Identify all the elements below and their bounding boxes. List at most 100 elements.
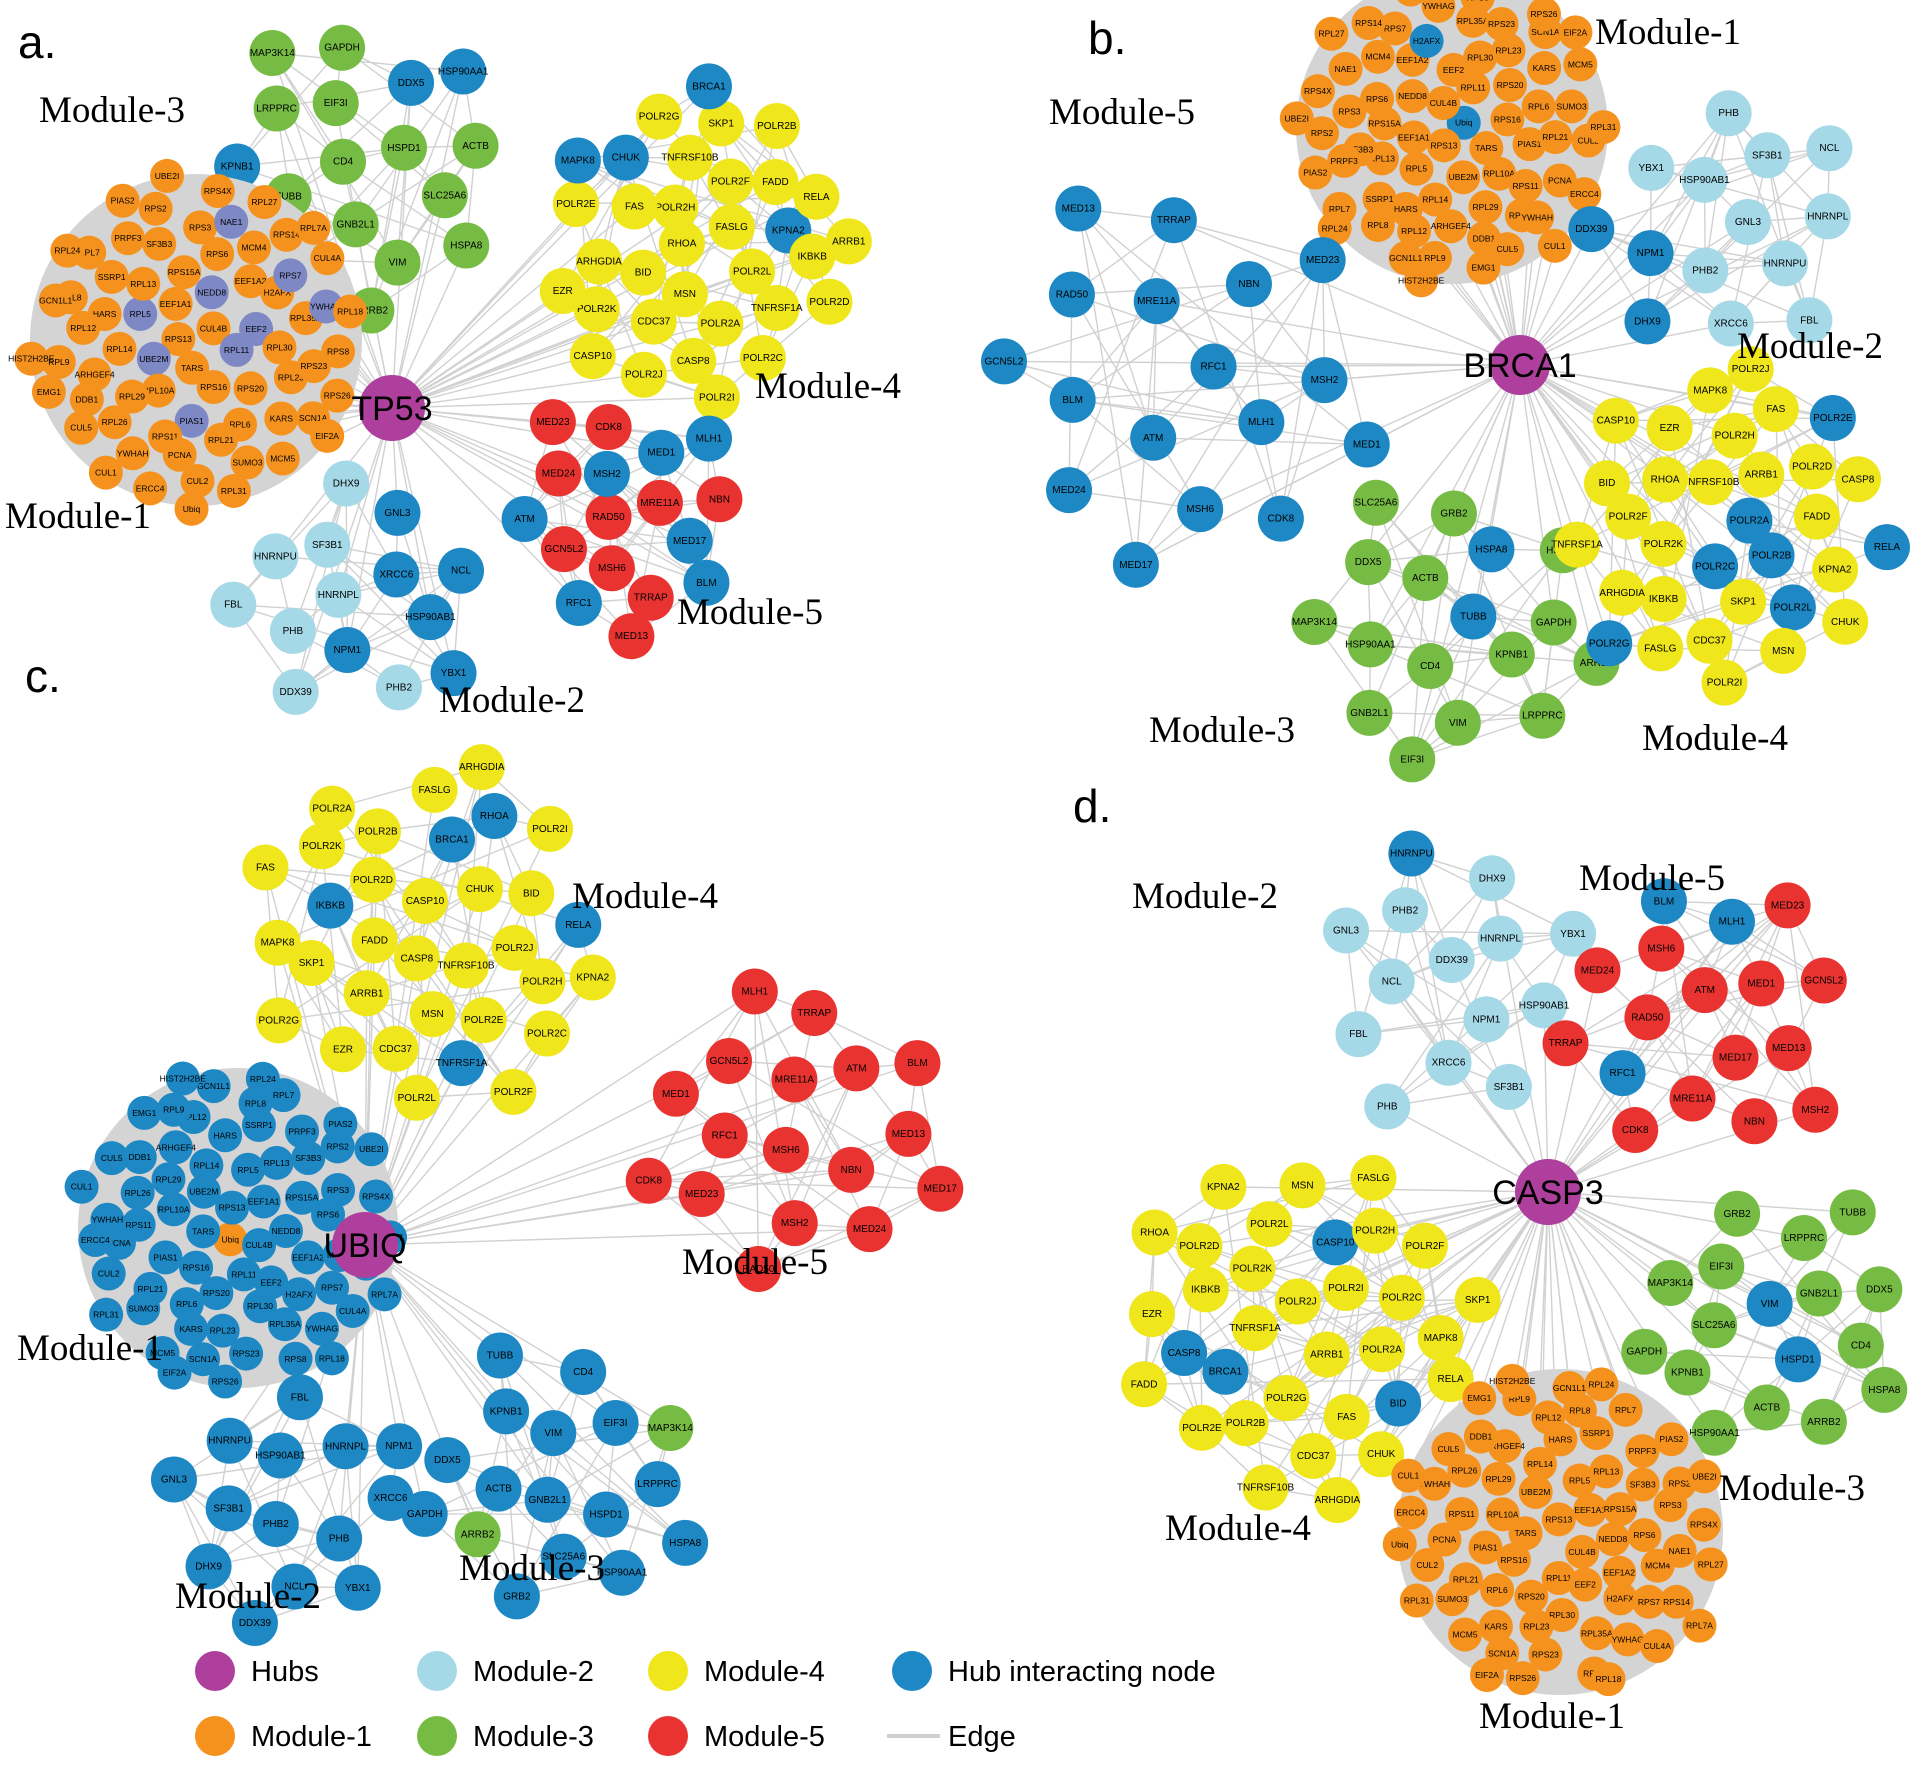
node-label-BLM: BLM <box>1062 395 1083 406</box>
node-label-RPL10A: RPL10A <box>1487 1509 1519 1519</box>
node-SCN1A <box>186 1342 221 1377</box>
node-label-CASP10: CASP10 <box>1316 1237 1355 1248</box>
node-NPM1 <box>1463 996 1510 1043</box>
node-HARS <box>208 1118 243 1153</box>
edge <box>1651 167 1828 218</box>
node-label-VIM: VIM <box>389 258 407 269</box>
node-layer: CD4 HSPD1 GNB2L1 EIF3I SLC25A6 TUBB DDX5 VIM LRP… <box>8 0 1910 1697</box>
node-RAD50 <box>1624 994 1671 1041</box>
node-label-RPL12: RPL12 <box>181 1112 207 1122</box>
node-VIM <box>1434 699 1481 746</box>
node-label-PIAS1: PIAS1 <box>1517 139 1541 149</box>
edge <box>1391 981 1549 1193</box>
node-label-EEF1A2: EEF1A2 <box>1603 1568 1635 1578</box>
node-GNB2L1 <box>332 201 379 248</box>
node-label-YWHAG: YWHAG <box>306 1324 338 1334</box>
node-label-SKP1: SKP1 <box>1465 1295 1491 1306</box>
node-MED17 <box>666 517 713 564</box>
node-label-RPL24: RPL24 <box>250 1074 276 1084</box>
edge <box>1324 364 1521 381</box>
node-label-RPS16: RPS16 <box>1500 1555 1527 1565</box>
node-label-BID: BID <box>523 888 540 899</box>
node-label-GNL3: GNL3 <box>161 1474 188 1485</box>
node-NEDD8 <box>194 275 229 310</box>
node-EZR <box>1128 1290 1175 1337</box>
node-label-PCNA: PCNA <box>168 450 192 460</box>
node-label-ATM: ATM <box>1143 433 1163 444</box>
node-label-RPL31: RPL31 <box>221 486 247 496</box>
node-label-POLR2D: POLR2D <box>353 875 393 886</box>
nodes-b-module-2: GNL3 PHB2 HSP90AB1 HNRNPU NPM1 SF3B1 XRCC6 YBX1… <box>1568 90 1853 347</box>
node-TNFRSF1A <box>438 1040 485 1087</box>
node-RPL27 <box>1693 1547 1728 1582</box>
node-label-UBE2M: UBE2M <box>1449 172 1478 182</box>
node-label-SCN1A: SCN1A <box>189 1354 218 1364</box>
node-label-GNB2L1: GNB2L1 <box>1350 708 1389 719</box>
node-label-HNRNPU: HNRNPU <box>1390 849 1433 860</box>
edge <box>1367 561 1459 724</box>
node-label-FBL: FBL <box>224 600 243 611</box>
node-label-KPNB1: KPNB1 <box>1671 1368 1704 1379</box>
node-label-HIST2H2BE: HIST2H2BE <box>160 1074 207 1084</box>
node-label-SKP1: SKP1 <box>299 958 325 969</box>
node-label-CHUK: CHUK <box>1367 1449 1396 1460</box>
edge <box>728 1060 796 1224</box>
node-label-MRE11A: MRE11A <box>1673 1093 1713 1104</box>
node-label-POLR2I: POLR2I <box>1707 678 1743 689</box>
node-label-SUMO3: SUMO3 <box>1557 101 1588 111</box>
edge <box>1547 1191 1853 1214</box>
node-H2AFX <box>1603 1581 1638 1616</box>
node-label-HSP90AB1: HSP90AB1 <box>1679 175 1730 186</box>
node-NPM1 <box>1627 230 1674 277</box>
node-EZR <box>1646 405 1693 452</box>
node-label-RPL14: RPL14 <box>193 1160 219 1170</box>
node-label-RPL27: RPL27 <box>1319 29 1345 39</box>
node-RPL10A <box>156 1192 191 1227</box>
edge <box>1590 228 1732 325</box>
node-CDK8 <box>1612 1107 1659 1154</box>
legend: Hubs Module-2 Module-4 Hub interacting node… <box>195 1651 1216 1756</box>
node-label-GCN1L1: GCN1L1 <box>1389 253 1422 263</box>
node-label-TNFRSF10B: TNFRSF10B <box>1237 1483 1295 1494</box>
node-label-MED23: MED23 <box>685 1189 719 1200</box>
node-label-VIM: VIM <box>1761 1299 1779 1310</box>
node-CHUK <box>1822 598 1869 645</box>
node-RPL10A <box>1485 1497 1520 1532</box>
node-label-CASP8: CASP8 <box>1842 474 1875 485</box>
node-EMG1 <box>1466 250 1501 285</box>
node-POLR2C <box>1378 1274 1425 1321</box>
node-CASP8 <box>393 935 440 982</box>
module-label-c-module-3: Module-3 <box>459 1548 605 1589</box>
node-label-POLR2A: POLR2A <box>701 319 741 330</box>
node-SF3B1 <box>304 521 351 568</box>
node-ARHGEF4 <box>1433 209 1468 244</box>
node-NPM1 <box>324 627 371 674</box>
node-GAPDH <box>1621 1328 1668 1375</box>
node-label-MSH2: MSH2 <box>781 1218 809 1229</box>
node-RPS16 <box>196 369 231 404</box>
node-CUL4A <box>310 241 345 276</box>
node-RHOA <box>1131 1209 1178 1256</box>
node-label-UBE2I: UBE2I <box>1692 1471 1717 1481</box>
node-label-SLC25A6: SLC25A6 <box>1355 498 1398 509</box>
edge <box>1713 1303 1771 1434</box>
node-CUL1 <box>1537 228 1572 263</box>
node-MED13 <box>1055 185 1102 232</box>
node-label-RPS3: RPS3 <box>1338 106 1360 116</box>
node-MLH1 <box>685 415 732 462</box>
node-label-KPNB1: KPNB1 <box>1495 650 1528 661</box>
node-label-RPL23: RPL23 <box>1496 45 1522 55</box>
node-label-SF3B1: SF3B1 <box>312 540 343 551</box>
node-label-PHB2: PHB2 <box>1392 905 1419 916</box>
node-label-MSH6: MSH6 <box>598 563 626 574</box>
node-label-RPS7: RPS7 <box>279 270 301 280</box>
node-ARHGEF4 <box>158 1130 193 1165</box>
edge <box>648 991 756 1182</box>
node-label-PCNA: PCNA <box>1433 1535 1457 1545</box>
node-label-RPS23: RPS23 <box>233 1349 260 1359</box>
node-label-MCM5: MCM5 <box>150 1348 175 1358</box>
node-RPL30 <box>1545 1598 1580 1633</box>
node-CDK8 <box>585 404 632 451</box>
node-label-RPL35A: RPL35A <box>1581 1628 1613 1638</box>
node-label-RPS6: RPS6 <box>1633 1530 1655 1540</box>
